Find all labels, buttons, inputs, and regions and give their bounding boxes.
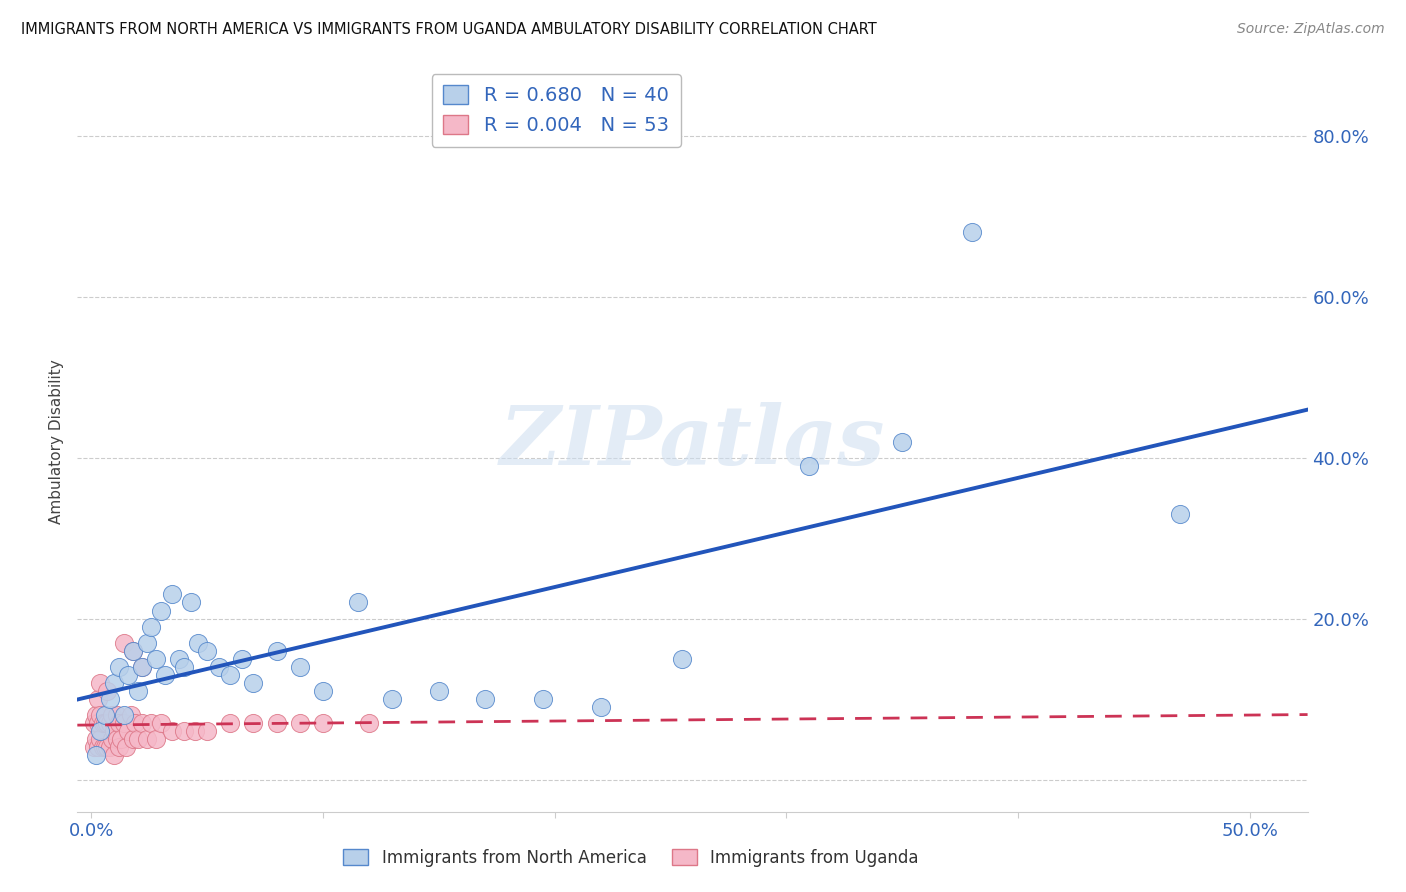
Point bbox=[135, 636, 157, 650]
Point bbox=[288, 660, 311, 674]
Point bbox=[120, 708, 142, 723]
Point bbox=[135, 732, 157, 747]
Point bbox=[346, 595, 368, 609]
Point bbox=[103, 748, 125, 763]
Text: ZIPatlas: ZIPatlas bbox=[499, 401, 886, 482]
Point bbox=[180, 595, 202, 609]
Point bbox=[96, 740, 118, 755]
Point bbox=[115, 740, 138, 755]
Point bbox=[162, 587, 184, 601]
Text: IMMIGRANTS FROM NORTH AMERICA VS IMMIGRANTS FROM UGANDA AMBULATORY DISABILITY CO: IMMIGRANTS FROM NORTH AMERICA VS IMMIGRA… bbox=[21, 22, 877, 37]
Point bbox=[124, 716, 146, 731]
Point bbox=[105, 708, 128, 723]
Point bbox=[169, 652, 191, 666]
Point bbox=[155, 668, 177, 682]
Point bbox=[242, 676, 264, 690]
Point bbox=[112, 708, 135, 723]
Point bbox=[312, 716, 335, 731]
Point bbox=[117, 668, 139, 682]
Point bbox=[427, 684, 450, 698]
Point bbox=[531, 692, 554, 706]
Point bbox=[122, 732, 145, 747]
Point bbox=[208, 660, 231, 674]
Point bbox=[381, 692, 404, 706]
Point bbox=[87, 692, 110, 706]
Point bbox=[131, 660, 153, 674]
Point bbox=[103, 676, 125, 690]
Point bbox=[83, 740, 105, 755]
Point bbox=[359, 716, 381, 731]
Point bbox=[131, 660, 153, 674]
Point bbox=[96, 716, 118, 731]
Point bbox=[98, 740, 121, 755]
Point bbox=[474, 692, 496, 706]
Point bbox=[173, 660, 195, 674]
Point bbox=[105, 732, 128, 747]
Point bbox=[98, 692, 121, 706]
Point bbox=[219, 668, 242, 682]
Point bbox=[84, 748, 107, 763]
Point bbox=[266, 716, 288, 731]
Point bbox=[141, 716, 163, 731]
Point bbox=[98, 716, 121, 731]
Point bbox=[108, 716, 131, 731]
Point bbox=[122, 644, 145, 658]
Point bbox=[127, 684, 149, 698]
Point bbox=[127, 732, 149, 747]
Point bbox=[242, 716, 264, 731]
Point bbox=[187, 636, 209, 650]
Point bbox=[108, 740, 131, 755]
Point bbox=[89, 724, 111, 739]
Point bbox=[89, 708, 111, 723]
Point bbox=[219, 716, 242, 731]
Point bbox=[122, 644, 145, 658]
Point bbox=[589, 700, 612, 714]
Text: Source: ZipAtlas.com: Source: ZipAtlas.com bbox=[1237, 22, 1385, 37]
Point bbox=[184, 724, 207, 739]
Point bbox=[799, 458, 821, 473]
Point bbox=[960, 225, 983, 239]
Point bbox=[891, 434, 914, 449]
Point bbox=[195, 644, 218, 658]
Point bbox=[231, 652, 253, 666]
Point bbox=[83, 716, 105, 731]
Point bbox=[149, 603, 172, 617]
Point bbox=[145, 652, 167, 666]
Point bbox=[94, 716, 117, 731]
Point bbox=[84, 732, 107, 747]
Point bbox=[145, 732, 167, 747]
Legend: Immigrants from North America, Immigrants from Uganda: Immigrants from North America, Immigrant… bbox=[337, 842, 925, 874]
Point bbox=[101, 732, 124, 747]
Point bbox=[112, 716, 135, 731]
Point bbox=[101, 708, 124, 723]
Point bbox=[162, 724, 184, 739]
Point bbox=[84, 708, 107, 723]
Point bbox=[96, 684, 118, 698]
Point bbox=[131, 716, 153, 731]
Point bbox=[110, 732, 132, 747]
Point bbox=[288, 716, 311, 731]
Point bbox=[141, 619, 163, 633]
Point bbox=[266, 644, 288, 658]
Point bbox=[117, 724, 139, 739]
Point bbox=[195, 724, 218, 739]
Point bbox=[94, 740, 117, 755]
Point bbox=[173, 724, 195, 739]
Point bbox=[671, 652, 693, 666]
Point bbox=[1168, 507, 1191, 521]
Point bbox=[89, 732, 111, 747]
Point bbox=[149, 716, 172, 731]
Point bbox=[94, 708, 117, 723]
Point bbox=[87, 716, 110, 731]
Point bbox=[103, 724, 125, 739]
Point bbox=[312, 684, 335, 698]
Point bbox=[91, 740, 114, 755]
Point bbox=[91, 716, 114, 731]
Point bbox=[87, 740, 110, 755]
Point bbox=[112, 636, 135, 650]
Y-axis label: Ambulatory Disability: Ambulatory Disability bbox=[49, 359, 65, 524]
Point bbox=[108, 660, 131, 674]
Point bbox=[89, 676, 111, 690]
